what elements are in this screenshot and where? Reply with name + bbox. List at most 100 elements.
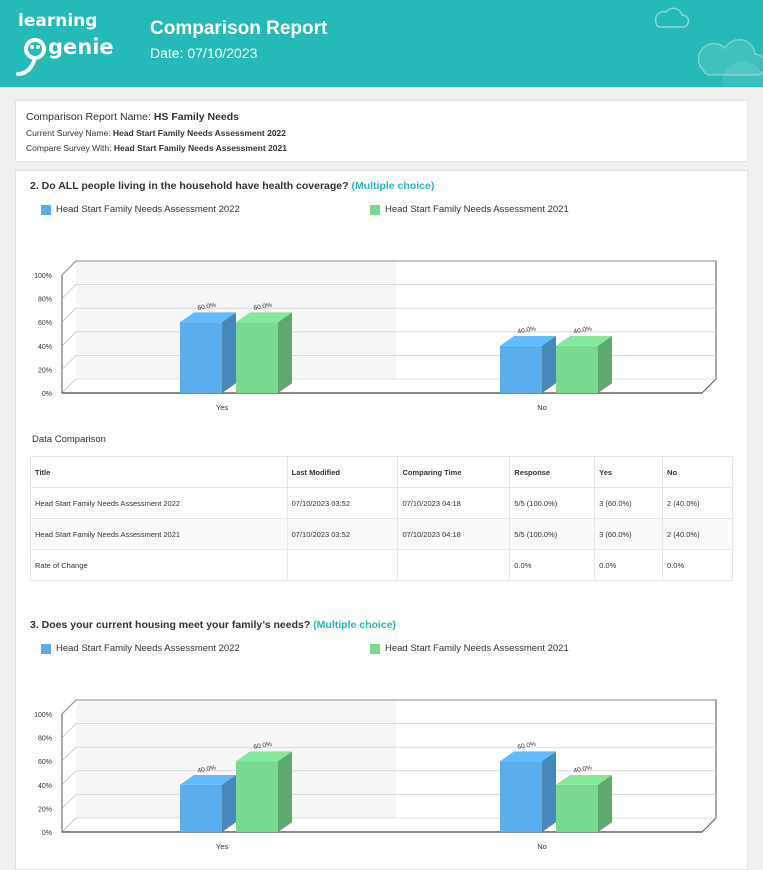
y-tick-label: 0% [42, 830, 52, 837]
y-tick-label: 100% [34, 712, 52, 719]
gridline-side [61, 746, 77, 762]
y-tick-label: 20% [38, 367, 52, 374]
legend-swatch-b [370, 204, 380, 215]
bar-front [236, 322, 278, 393]
data-comparison-title: Data Comparison [32, 434, 106, 445]
y-tick-label: 60% [38, 320, 52, 327]
gridline-side [61, 378, 77, 394]
gridline-side [61, 307, 77, 323]
table-cell: 5/5 (100.0%) [509, 487, 596, 519]
cloud-decoration-icon [654, 7, 763, 87]
table-row: Rate of Change 0.0% 0.0% 0.0% [30, 549, 733, 581]
bar-value-label: 60.0% [197, 302, 217, 312]
table-cell: 5/5 (100.0%) [509, 518, 596, 550]
bar-value-label: 40.0% [197, 764, 217, 774]
bar-top [180, 312, 236, 323]
gridline-side [61, 699, 77, 715]
table-row: Head Start Family Needs Assessment 2022 … [30, 487, 733, 519]
table-cell: 07/10/2023 04:18 [397, 518, 511, 550]
x-category-label: No [537, 842, 547, 851]
page-title: Comparison Report [150, 18, 328, 39]
table-cell: 0.0% [509, 549, 596, 581]
gridline-side [61, 817, 77, 833]
table-cell [286, 549, 399, 581]
bar-front [556, 784, 598, 832]
bar-side [542, 751, 556, 832]
bar-top [500, 751, 556, 762]
legend-series-b: Head Start Family Needs Assessment 2021 [370, 204, 569, 215]
y-tick-label: 40% [38, 344, 52, 351]
legend-series-a: Head Start Family Needs Assessment 2022 [41, 204, 240, 215]
legend-series-b: Head Start Family Needs Assessment 2021 [370, 643, 569, 654]
logo-text-bottom: genie [48, 35, 114, 59]
x-category-label: Yes [216, 842, 228, 851]
bar-value-label: 60.0% [517, 741, 537, 751]
report-header: learning genie Comparison Report Date: 0… [0, 0, 763, 87]
legend-swatch-b [370, 643, 380, 654]
gridline-side [61, 331, 77, 347]
bar-side [598, 336, 612, 393]
bar-value-label: 40.0% [573, 325, 593, 335]
bar-top [236, 751, 292, 762]
legend-series-a: Head Start Family Needs Assessment 2022 [41, 643, 240, 654]
table-cell: Rate of Change [30, 549, 288, 581]
report-name-line: Comparison Report Name: HS Family Needs [26, 111, 240, 123]
gridline-side [61, 260, 77, 276]
bar-value-label: 40.0% [517, 325, 537, 335]
data-comparison-table: Title Last Modified Comparing Time Respo… [30, 456, 733, 581]
question-3-title: 3. Does your current housing meet your f… [30, 619, 397, 631]
legend-swatch-a [41, 204, 51, 215]
table-cell: 0.0% [662, 549, 733, 581]
compare-survey-line: Compare Survey With: Head Start Family N… [26, 143, 287, 153]
y-tick-label: 60% [38, 759, 52, 766]
gridline-side [61, 723, 77, 738]
gridline-side [61, 284, 77, 299]
table-cell: 0.0% [594, 549, 664, 581]
bar-top [556, 775, 612, 785]
report-info-card: Comparison Report Name: HS Family Needs … [15, 100, 748, 162]
bar-value-label: 60.0% [253, 741, 273, 751]
gridline-side [61, 770, 77, 786]
x-category-label: Yes [216, 403, 228, 412]
column-header: Yes [594, 456, 664, 488]
bar-side [598, 775, 612, 832]
gridline-side [61, 794, 77, 809]
legend-swatch-a [41, 643, 51, 654]
bar-front [556, 345, 598, 393]
x-category-label: No [537, 403, 547, 412]
table-cell: Head Start Family Needs Assessment 2021 [30, 518, 288, 550]
table-row: Head Start Family Needs Assessment 2021 … [30, 518, 733, 550]
bar-side [278, 312, 292, 393]
table-cell: 2 (40.0%) [662, 487, 733, 519]
question-2-chart: 0% 20% 40% 60% 80% 100% 60.0% 60.0% Yes 40.0% 40.0… [34, 260, 717, 412]
table-cell [397, 549, 511, 581]
bar-side [222, 775, 236, 832]
bar-top [556, 336, 612, 346]
bar-top [236, 312, 292, 323]
table-cell: 3 (60.0%) [594, 487, 664, 519]
bar-front [180, 784, 222, 832]
bar-side [542, 336, 556, 393]
y-tick-label: 40% [38, 783, 52, 790]
bar-top [180, 775, 236, 785]
table-cell: 3 (60.0%) [594, 518, 664, 550]
bar-value-label: 40.0% [573, 764, 593, 774]
column-header: No [662, 456, 733, 488]
column-header: Comparing Time [397, 456, 511, 488]
y-tick-label: 0% [42, 391, 52, 398]
bar-front [500, 761, 542, 832]
question-3-chart: 0% 20% 40% 60% 80% 100% 40.0% 60.0% Yes 60.0% 40.0… [34, 699, 717, 851]
report-date: Date: 07/10/2023 [150, 45, 258, 61]
table-cell: 07/10/2023 03:52 [286, 518, 399, 550]
bar-front [180, 322, 222, 393]
table-cell: 07/10/2023 04:18 [397, 487, 511, 519]
bar-top [500, 336, 556, 346]
table-header-row: Title Last Modified Comparing Time Respo… [30, 456, 733, 488]
bar-front [236, 761, 278, 832]
logo-text-top: learning [18, 11, 97, 31]
bar-front [500, 345, 542, 393]
question-2-title: 2. Do ALL people living in the household… [30, 180, 435, 192]
current-survey-line: Current Survey Name: Head Start Family N… [26, 128, 286, 138]
column-header: Title [30, 456, 288, 488]
bar-side [222, 312, 236, 393]
